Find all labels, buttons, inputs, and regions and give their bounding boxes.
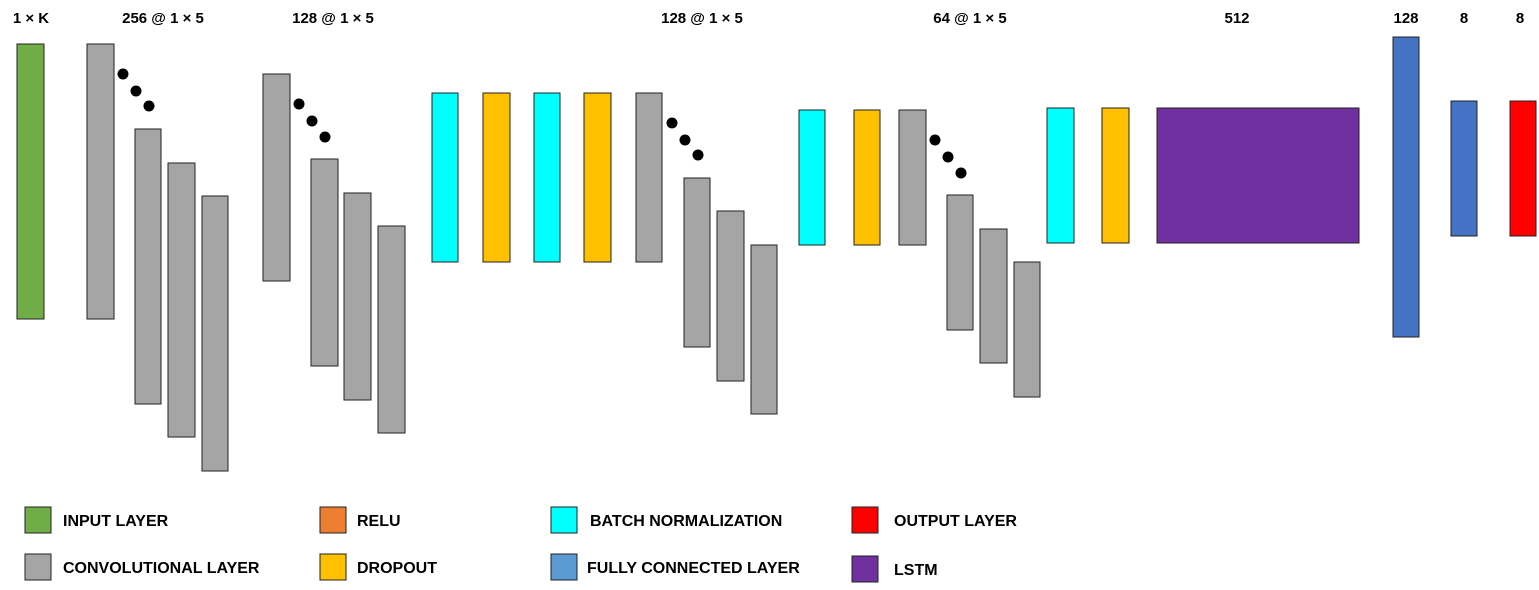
legend: INPUT LAYER CONVOLUTIONAL LAYER RELU DRO… — [24, 506, 1017, 583]
input-layer-block — [16, 43, 45, 320]
dropout-block — [853, 109, 881, 246]
conv-layer-block — [716, 210, 745, 382]
ellipsis-dot — [143, 100, 155, 112]
conv-layer-block — [635, 92, 663, 263]
legend-label-input: INPUT LAYER — [63, 513, 169, 530]
legend-label-fc: FULLY CONNECTED LAYER — [587, 560, 800, 577]
conv-layer-block — [377, 225, 406, 434]
legend-swatch-dropout — [319, 553, 347, 581]
label-fc1-size: 128 — [1393, 10, 1418, 27]
dropout-block — [482, 92, 511, 263]
ellipsis-dot — [130, 85, 142, 97]
legend-swatch-output — [851, 506, 879, 534]
ellipsis-dot — [929, 134, 941, 146]
output-layer-block — [1509, 100, 1537, 237]
ellipsis-dot — [293, 98, 305, 110]
batch-norm-block — [533, 92, 561, 263]
label-fc2-size: 8 — [1460, 10, 1468, 27]
label-lstm-size: 512 — [1224, 10, 1249, 27]
conv-layer-block — [167, 162, 196, 438]
conv-layer-block — [1013, 261, 1041, 398]
conv-layer-block — [134, 128, 162, 405]
lstm-block — [1156, 107, 1360, 244]
ellipsis-dot — [679, 134, 691, 146]
conv-layer-block — [262, 73, 291, 282]
conv-layer-block — [310, 158, 339, 367]
conv-layer-block — [946, 194, 974, 331]
ellipsis-dot — [666, 117, 678, 129]
conv-layer-block — [683, 177, 711, 348]
ellipsis-dot — [306, 115, 318, 127]
legend-label-relu: RELU — [357, 513, 401, 530]
ellipsis-dot — [942, 151, 954, 163]
conv-layer-block — [86, 43, 115, 320]
conv-layer-block — [898, 109, 927, 246]
legend-swatch-batchnorm — [550, 506, 578, 534]
ellipsis-dot — [117, 68, 129, 80]
batch-norm-block — [1046, 107, 1075, 244]
ellipsis-dot — [692, 149, 704, 161]
legend-label-batchnorm: BATCH NORMALIZATION — [590, 513, 782, 530]
conv-layer-block — [201, 195, 229, 472]
conv-layer-block — [750, 244, 778, 415]
batch-norm-block — [431, 92, 459, 263]
legend-swatch-conv — [24, 553, 52, 581]
ellipsis-dot — [955, 167, 967, 179]
label-input-size: 1 × K — [13, 10, 49, 27]
legend-swatch-relu — [319, 506, 347, 534]
label-conv4-size: 64 @ 1 × 5 — [933, 10, 1006, 27]
ellipsis-dot — [319, 131, 331, 143]
fully-connected-block — [1392, 36, 1420, 338]
legend-swatch-fc — [550, 553, 578, 581]
conv-layer-block — [979, 228, 1008, 364]
legend-swatch-lstm — [851, 555, 879, 583]
legend-label-output: OUTPUT LAYER — [894, 513, 1017, 530]
label-conv3-size: 128 @ 1 × 5 — [661, 10, 743, 27]
fully-connected-block — [1450, 100, 1478, 237]
conv-layer-block — [343, 192, 372, 401]
label-conv1-size: 256 @ 1 × 5 — [122, 10, 204, 27]
label-conv2-size: 128 @ 1 × 5 — [292, 10, 374, 27]
legend-label-lstm: LSTM — [894, 562, 938, 579]
legend-swatch-input — [24, 506, 52, 534]
label-output-size: 8 — [1516, 10, 1524, 27]
legend-label-dropout: DROPOUT — [357, 560, 437, 577]
dropout-block — [583, 92, 612, 263]
dropout-block — [1101, 107, 1130, 244]
legend-label-conv: CONVOLUTIONAL LAYER — [63, 560, 260, 577]
batch-norm-block — [798, 109, 826, 246]
